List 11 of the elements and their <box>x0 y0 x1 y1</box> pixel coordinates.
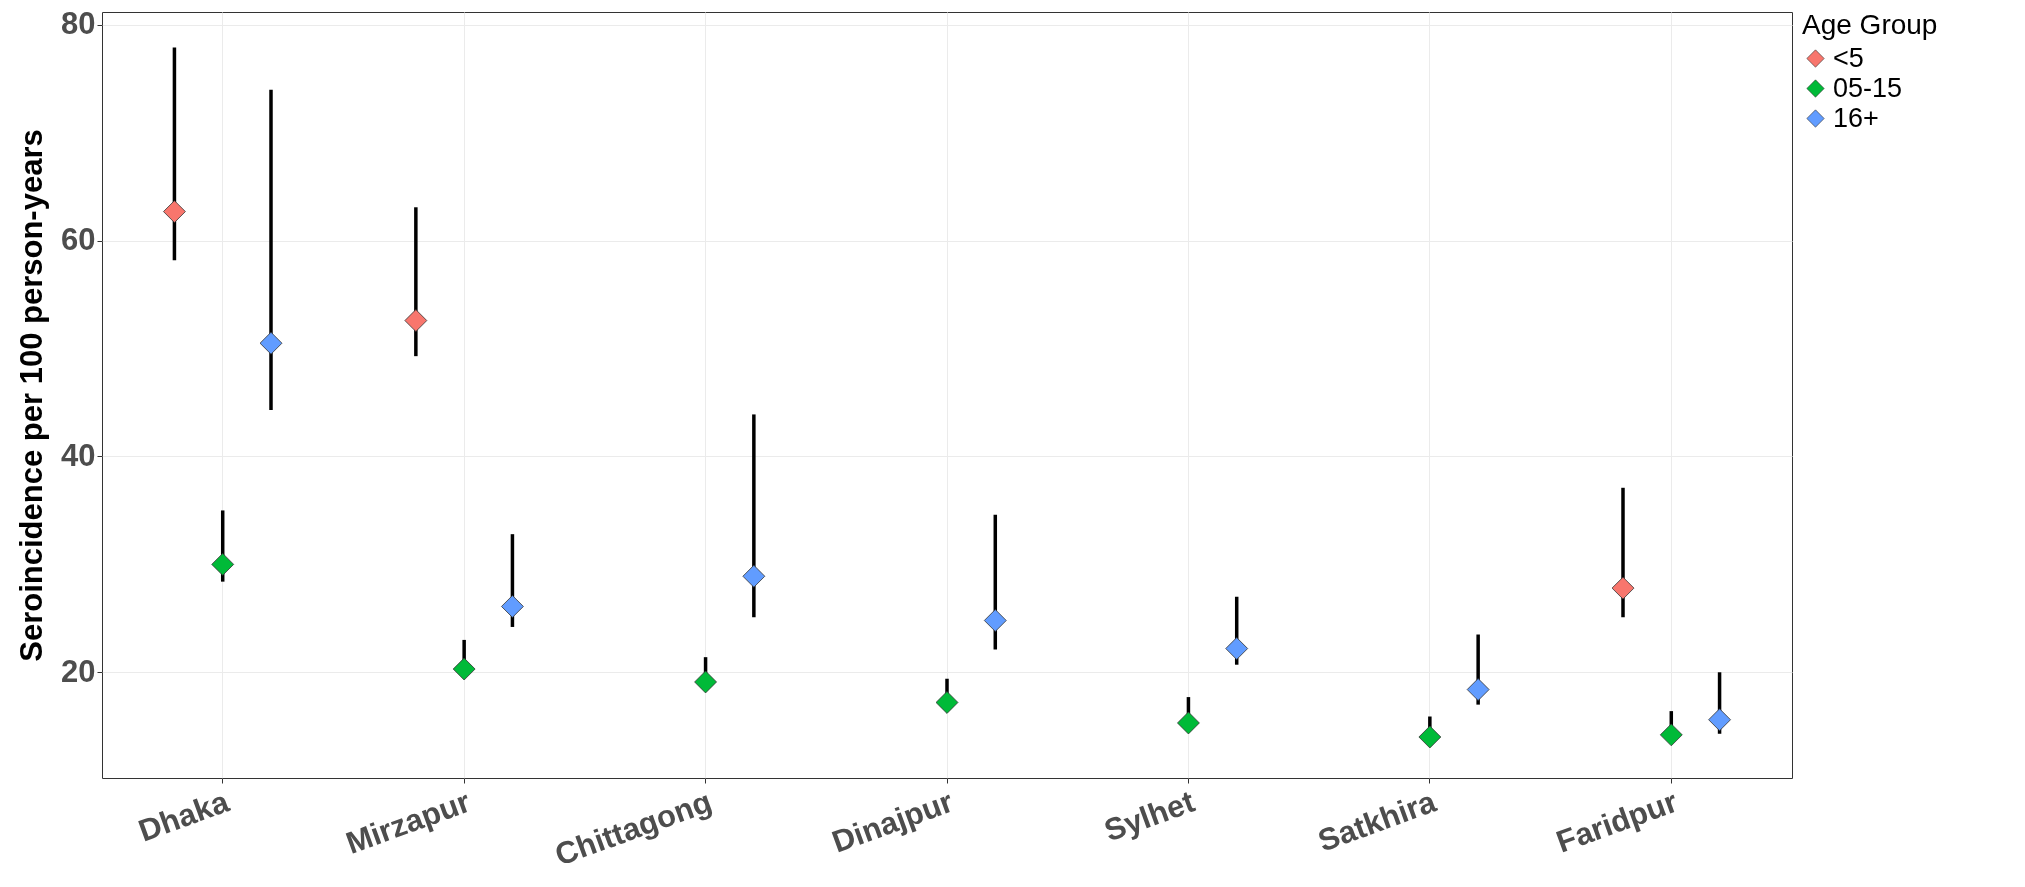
legend-label: 05-15 <box>1833 72 1903 103</box>
y-tick-label: 20 <box>61 653 96 689</box>
y-tick-label: 60 <box>61 222 96 258</box>
legend-label: 16+ <box>1833 102 1879 133</box>
y-axis-title: Seroincidence per 100 person-years <box>14 129 50 662</box>
x-tick-label: Dhaka <box>133 783 235 849</box>
y-tick-label: 40 <box>61 438 96 473</box>
legend-label: <5 <box>1833 42 1864 73</box>
x-tick-label: Sylhet <box>1099 783 1200 849</box>
y-tick-label: 80 <box>61 6 96 42</box>
legend-title: Age Group <box>1802 9 1938 40</box>
